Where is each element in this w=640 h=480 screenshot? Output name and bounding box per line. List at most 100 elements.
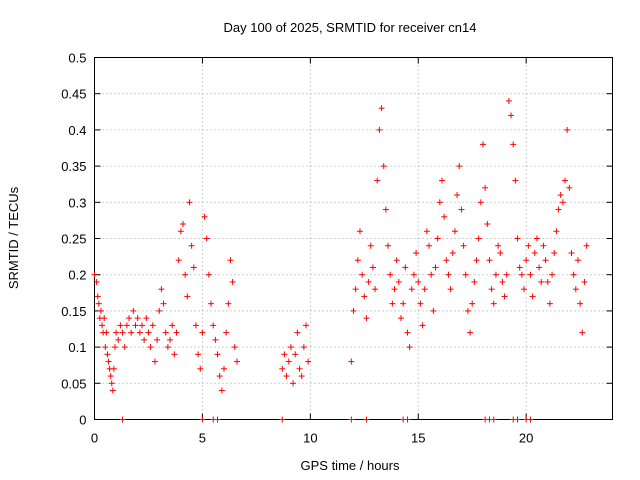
data-point [192, 322, 199, 329]
data-point [141, 336, 148, 343]
y-tick-label: 0.5 [68, 51, 86, 66]
data-point [367, 242, 374, 249]
data-point [281, 351, 288, 358]
data-point [510, 141, 517, 148]
data-point [167, 336, 174, 343]
data-point [426, 242, 433, 249]
data-point [490, 416, 497, 423]
data-point [525, 242, 532, 249]
data-point [117, 322, 124, 329]
chart-title: Day 100 of 2025, SRMTID for receiver cn1… [224, 20, 477, 35]
data-point [285, 358, 292, 365]
x-tick-label: 10 [303, 431, 317, 446]
y-tick-label: 0.45 [61, 87, 86, 102]
data-point [583, 242, 590, 249]
data-point [109, 387, 116, 394]
data-point [378, 105, 385, 112]
data-point [512, 177, 519, 184]
data-point [458, 206, 465, 213]
data-point [221, 365, 227, 372]
data-point [497, 249, 504, 256]
data-point [531, 249, 538, 256]
data-point [115, 336, 122, 343]
data-point [533, 235, 540, 242]
data-point [400, 300, 407, 307]
data-point [467, 329, 474, 336]
data-point [538, 278, 545, 285]
data-point [112, 344, 119, 351]
data-point [503, 271, 510, 278]
data-point [121, 344, 128, 351]
data-point [348, 358, 355, 365]
data-point [505, 97, 512, 104]
data-point [160, 300, 167, 307]
y-axis-label: SRMTID / TECUs [6, 186, 21, 289]
data-point [113, 329, 120, 336]
data-point [95, 300, 102, 307]
data-point [91, 271, 98, 278]
data-point [436, 199, 443, 206]
data-point [130, 307, 137, 314]
data-point [296, 365, 303, 372]
data-point [564, 126, 571, 133]
data-point [305, 358, 312, 365]
x-tick-label: 20 [519, 431, 533, 446]
data-point [147, 344, 154, 351]
y-axis: 0 0.05 0.1 0.15 0.2 0.25 0.3 0.35 0.4 0.45 0.5 [61, 51, 613, 428]
y-tick-label: 0.2 [68, 268, 86, 283]
data-point [557, 192, 564, 199]
data-point [151, 358, 158, 365]
data-point [158, 286, 165, 293]
data-point [188, 242, 195, 249]
x-axis-label: GPS time / hours [301, 458, 400, 473]
data-point [363, 416, 370, 423]
y-tick-label: 0.3 [68, 195, 86, 210]
data-point [441, 213, 448, 220]
data-point [292, 351, 299, 358]
data-point [372, 286, 379, 293]
data-point [432, 264, 439, 271]
data-point [391, 286, 398, 293]
data-point [482, 184, 489, 191]
data-point [484, 221, 491, 228]
data-point [190, 264, 197, 271]
data-point [536, 264, 543, 271]
data-point [415, 278, 422, 285]
data-point [387, 271, 394, 278]
data-point [119, 416, 126, 423]
data-point [123, 322, 130, 329]
data-point [501, 293, 508, 300]
data-point [175, 257, 182, 264]
data-point [562, 177, 569, 184]
data-point [419, 322, 426, 329]
data-point [126, 315, 133, 322]
data-point [154, 336, 161, 343]
data-point [382, 206, 389, 213]
data-point [94, 293, 101, 300]
data-point [551, 249, 558, 256]
data-point [107, 373, 114, 380]
data-point [134, 315, 141, 322]
data-point [212, 336, 219, 343]
data-point [469, 300, 476, 307]
data-point [527, 416, 534, 423]
data-point [514, 416, 521, 423]
x-axis: 0 5 10 15 20 [91, 57, 533, 446]
data-point [566, 184, 573, 191]
data-point [104, 351, 111, 358]
data-point [365, 278, 372, 285]
data-point [410, 271, 417, 278]
data-point [544, 278, 551, 285]
data-point [574, 257, 581, 264]
data-point [119, 329, 126, 336]
data-point [456, 163, 463, 170]
data-point [404, 329, 411, 336]
data-point [231, 344, 238, 351]
data-point [579, 329, 586, 336]
data-point [186, 199, 193, 206]
data-point [434, 235, 441, 242]
data-point [369, 264, 376, 271]
data-point [132, 322, 139, 329]
data-point [149, 322, 156, 329]
